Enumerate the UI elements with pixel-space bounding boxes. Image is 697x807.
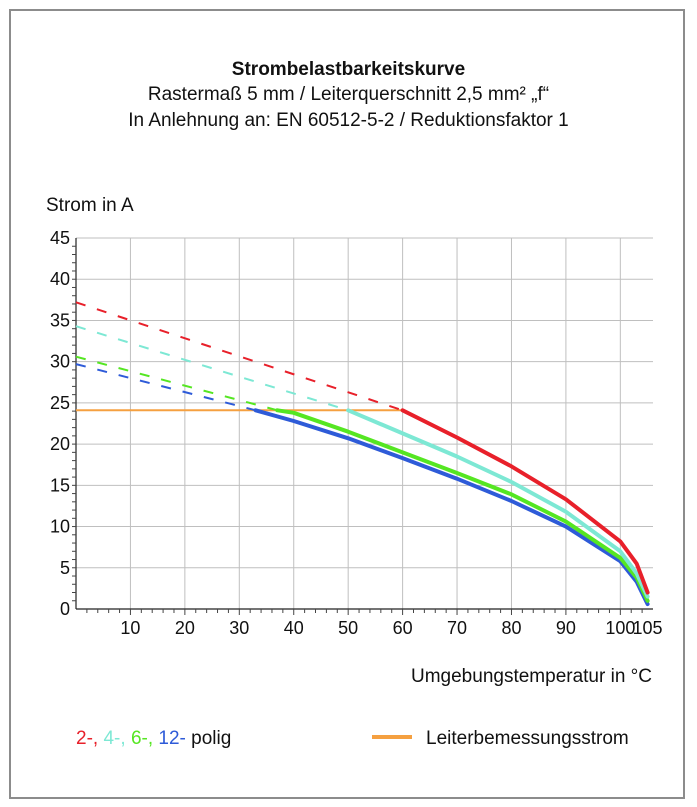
y-tick-label-15: 15 <box>50 475 70 495</box>
series-red-solid <box>400 408 650 595</box>
x-tick-label-105: 105 <box>633 618 663 638</box>
y-tick-label-5: 5 <box>60 558 70 578</box>
tick-labels: 0 5 10 15 20 25 30 35 40 45 10 20 30 40 50 60 70 80 90 1001… <box>50 228 663 638</box>
series-red-dashed <box>75 301 403 412</box>
axes <box>72 238 653 615</box>
series-cyan-dashed <box>75 325 349 412</box>
x-tick-label-40: 40 <box>284 618 304 638</box>
legend-rated-label: Leiterbemessungsstrom <box>426 728 629 749</box>
x-tick-label-20: 20 <box>175 618 195 638</box>
y-tick-label-0: 0 <box>60 599 70 619</box>
x-tick-label-50: 50 <box>338 618 358 638</box>
y-tick-label-25: 25 <box>50 393 70 413</box>
series-green-dashed <box>75 355 278 412</box>
x-tick-label-10: 10 <box>120 618 140 638</box>
grid-lines <box>76 237 653 609</box>
series-blue-solid <box>253 408 650 607</box>
legend-pole-2: 2-, <box>76 728 99 749</box>
series-green-solid <box>275 408 650 603</box>
chart-subtitle-line-1: Rastermaß 5 mm / Leiterquerschnitt 2,5 m… <box>147 84 550 105</box>
y-tick-label-30: 30 <box>50 352 70 372</box>
chart-title: Strombelastbarkeitskurve <box>231 59 466 80</box>
x-tick-label-80: 80 <box>501 618 521 638</box>
x-tick-label-30: 30 <box>229 618 249 638</box>
title-block: Strombelastbarkeitskurve Rastermaß 5 mm … <box>0 58 697 134</box>
series-lines <box>75 301 650 607</box>
chart-subtitle-line-2: In Anlehnung an: EN 60512-5-2 / Reduktio… <box>128 110 569 131</box>
legend-rated-swatch <box>372 734 412 739</box>
chart-frame <box>9 9 685 799</box>
y-axis-label: Strom in A <box>46 195 134 216</box>
y-tick-label-10: 10 <box>50 517 70 537</box>
legend-pole-4: 4-, <box>103 728 126 749</box>
legend-rated-current: Leiterbemessungsstrom <box>372 727 629 751</box>
legend-pole-6: 6-, <box>130 728 154 749</box>
legend-pole-12: 12- <box>158 728 186 749</box>
y-tick-label-35: 35 <box>50 310 70 330</box>
y-tick-label-40: 40 <box>50 269 70 289</box>
x-tick-label-70: 70 <box>447 618 467 638</box>
legend-poles-suffix: polig <box>191 728 232 749</box>
y-tick-label-20: 20 <box>50 434 70 454</box>
y-tick-label-45: 45 <box>50 228 70 248</box>
x-tick-label-100: 100 <box>605 618 635 638</box>
x-tick-label-90: 90 <box>556 618 576 638</box>
x-axis-label: Umgebungstemperatur in °C <box>411 666 652 687</box>
series-cyan-solid <box>346 408 650 599</box>
series-blue-dashed <box>75 363 256 412</box>
x-tick-label-60: 60 <box>393 618 413 638</box>
legend-poles: 2-, 4-, 6-, 12- polig <box>76 727 231 751</box>
